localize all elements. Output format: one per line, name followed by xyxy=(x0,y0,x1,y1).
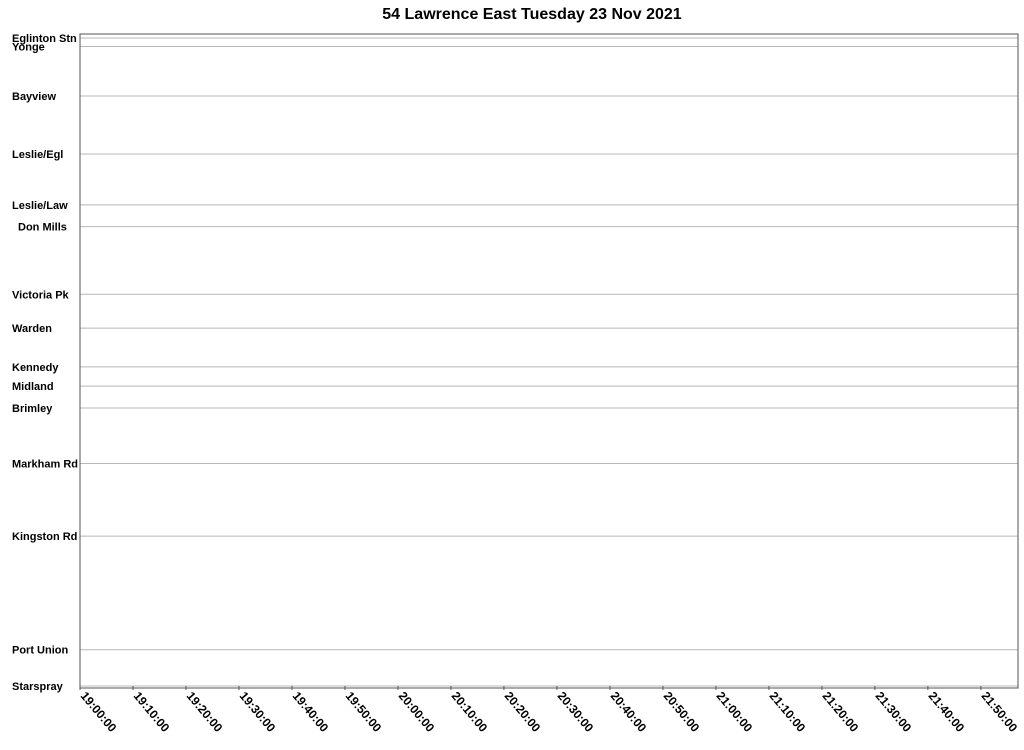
x-tick-label: 21:40:00 xyxy=(926,689,968,735)
stop-label: Leslie/Law xyxy=(12,200,68,212)
stop-label: Victoria Pk xyxy=(12,289,70,301)
x-tick-label: 20:40:00 xyxy=(608,689,650,735)
x-tick-label: 19:10:00 xyxy=(131,689,173,735)
x-tick-label: 20:00:00 xyxy=(396,689,438,735)
stop-label: Markham Rd xyxy=(12,459,78,471)
stop-label: Warden xyxy=(12,323,52,335)
x-tick-label: 20:20:00 xyxy=(502,689,544,735)
stop-label: Bayview xyxy=(12,91,56,103)
stop-label: Port Union xyxy=(12,645,68,657)
x-tick-label: 21:00:00 xyxy=(714,689,756,735)
x-tick-label: 21:10:00 xyxy=(767,689,809,735)
x-tick-label: 19:20:00 xyxy=(184,689,226,735)
x-tick-label: 21:50:00 xyxy=(979,689,1021,735)
x-tick-label: 21:30:00 xyxy=(873,689,915,735)
stop-label: Brimley xyxy=(12,403,53,415)
x-tick-label: 21:20:00 xyxy=(820,689,862,735)
x-tick-label: 20:30:00 xyxy=(555,689,597,735)
stop-label: Yonge xyxy=(12,41,45,53)
x-ticks: 19:00:00 19:10:00 19:20:00 19:30:00 19:40:00… xyxy=(78,686,1021,735)
stop-label: Leslie/Egl xyxy=(12,149,63,161)
stop-label: Midland xyxy=(12,381,54,393)
plot-frame xyxy=(79,33,1019,689)
x-tick-label: 19:30:00 xyxy=(237,689,279,735)
x-tick-label: 19:40:00 xyxy=(290,689,332,735)
x-tick-label: 20:10:00 xyxy=(449,689,491,735)
stop-label: Starspray xyxy=(12,681,64,693)
stop-label: Kingston Rd xyxy=(12,531,77,543)
chart-title: 54 Lawrence East Tuesday 23 Nov 2021 xyxy=(382,6,682,23)
stop-label: Don Mills xyxy=(18,222,67,234)
x-tick-label: 19:00:00 xyxy=(78,689,120,735)
x-tick-label: 19:50:00 xyxy=(343,689,385,735)
x-tick-label: 20:50:00 xyxy=(661,689,703,735)
stop-gridlines xyxy=(80,37,1018,687)
stop-label: Eglinton Stn xyxy=(12,33,77,45)
stop-label: Kennedy xyxy=(12,362,59,374)
